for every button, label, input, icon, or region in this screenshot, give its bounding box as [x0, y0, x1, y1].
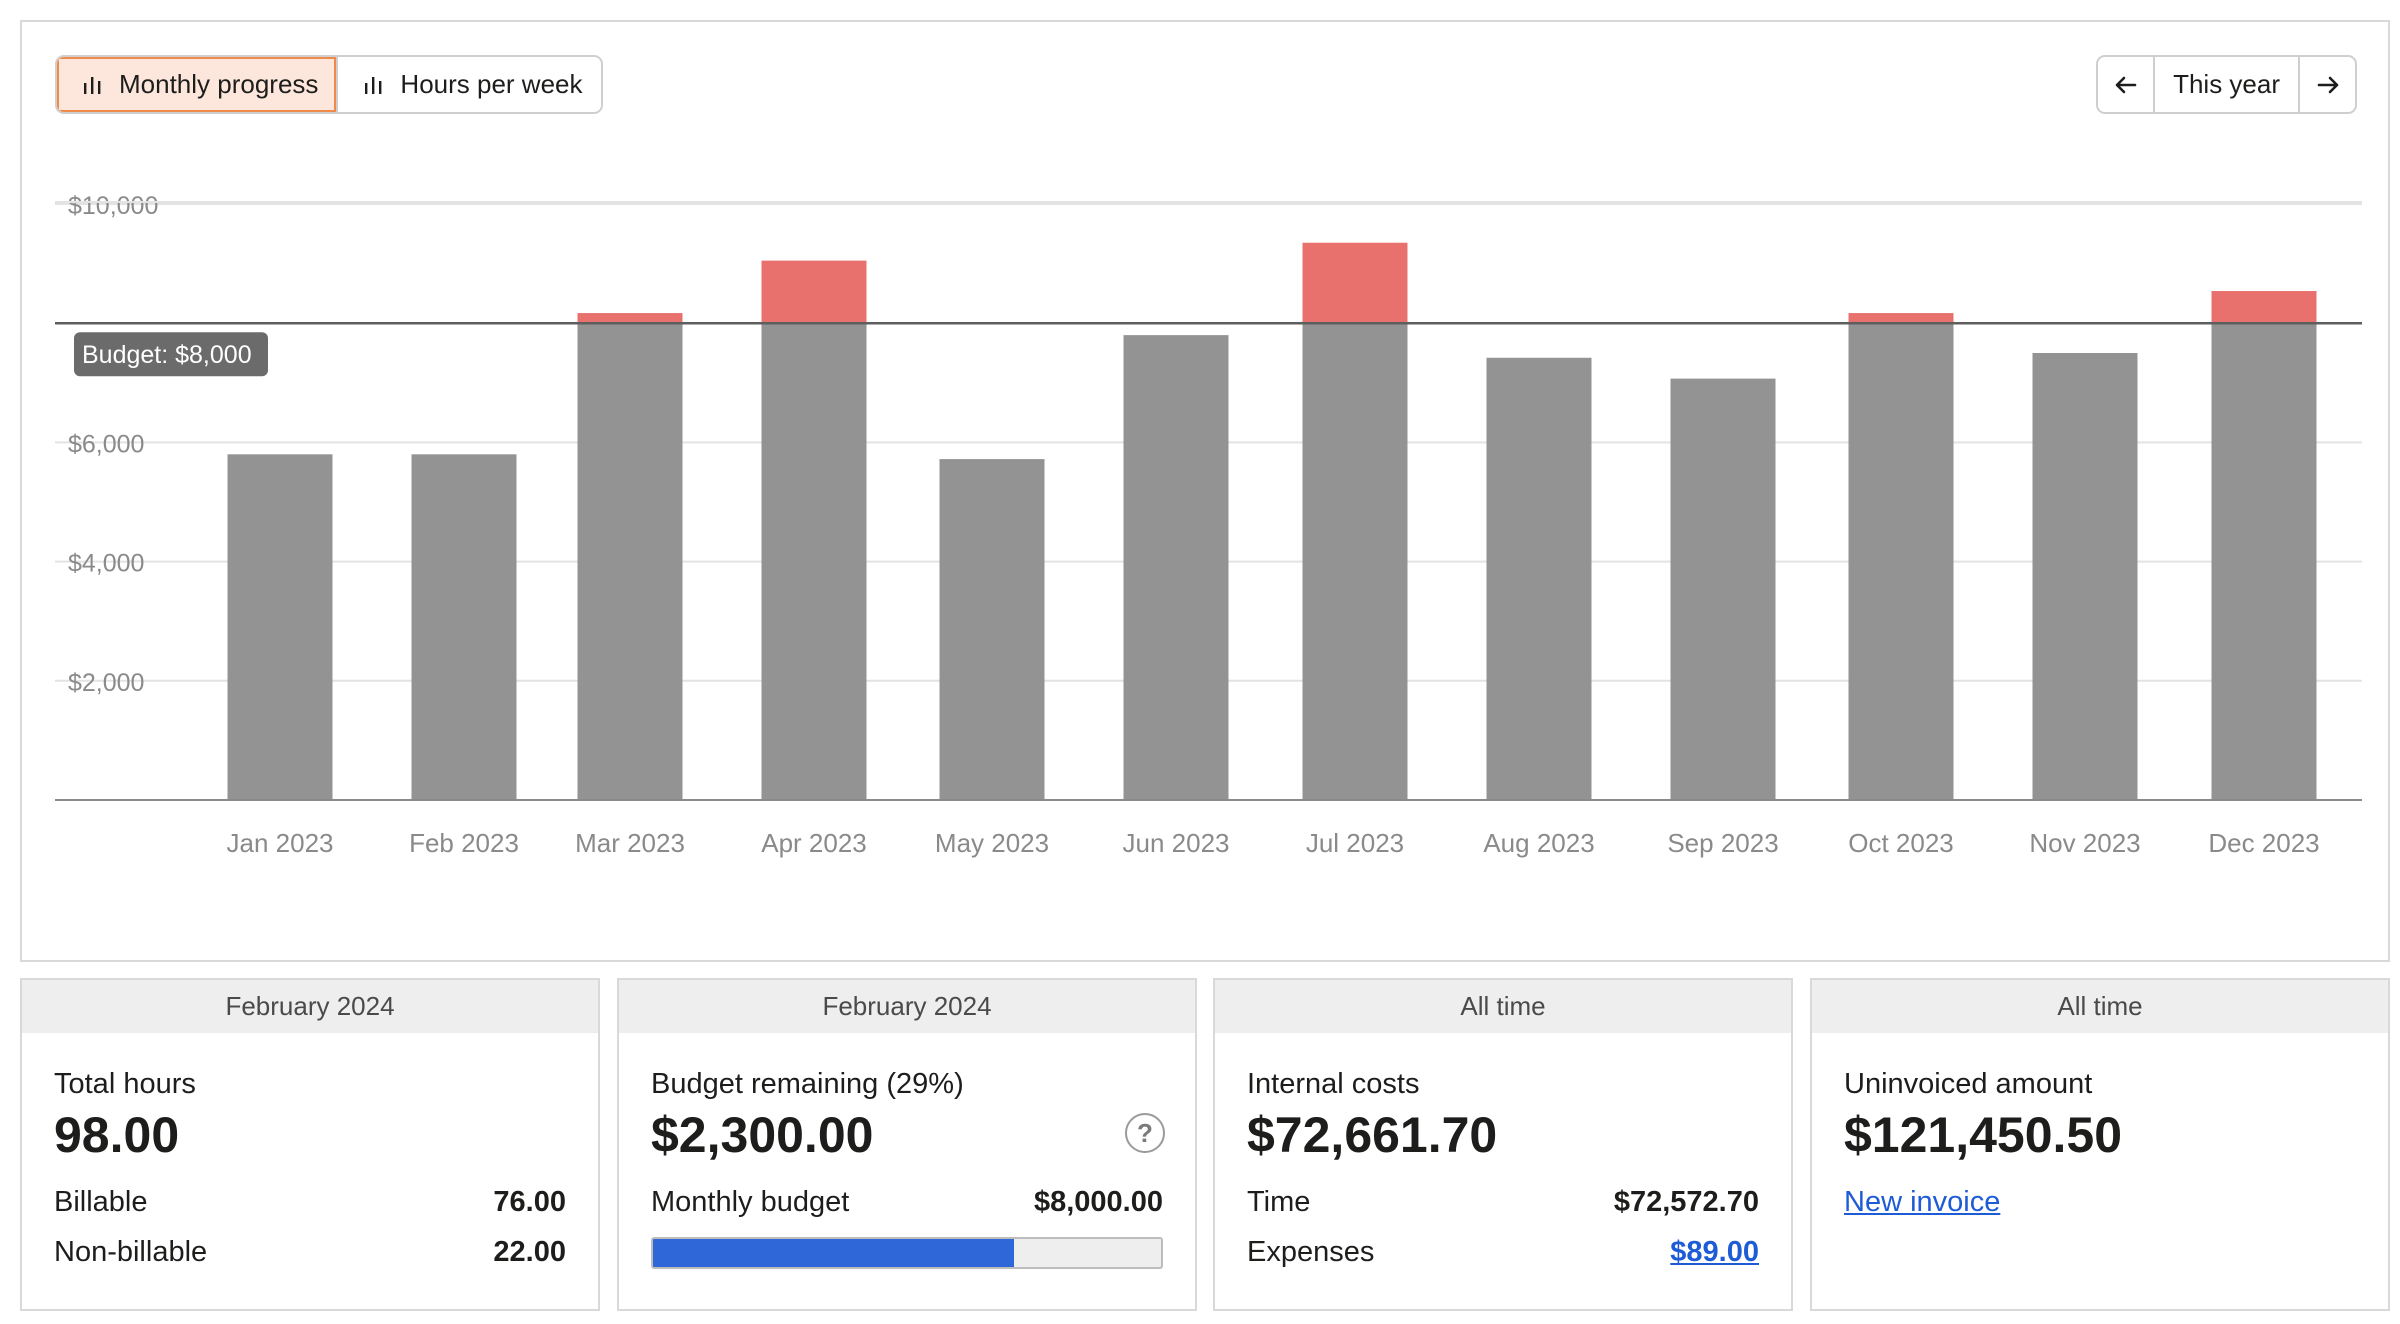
bar-mar-2023: [577, 323, 683, 800]
x-tick-label: Aug 2023: [1483, 828, 1594, 858]
period-selector[interactable]: This year: [2153, 57, 2300, 112]
uninvoiced-amount-label: Uninvoiced amount: [1844, 1068, 2093, 1100]
over-budget-bar-apr-2023: [761, 260, 867, 324]
over-budget-bar-dec-2023: [2211, 291, 2317, 324]
hours-per-week-button[interactable]: Hours per week: [336, 57, 600, 112]
bar-jul-2023: [1302, 323, 1408, 800]
help-icon[interactable]: ?: [1125, 1113, 1165, 1153]
y-tick-label: $4,000: [68, 550, 144, 578]
budget-remaining-card: February 2024 Budget remaining (29%) $2,…: [617, 978, 1197, 1311]
y-tick-label: $2,000: [68, 669, 144, 697]
budget-remaining-value: $2,300.00: [651, 1107, 874, 1163]
bar-aug-2023: [1486, 357, 1592, 800]
card-period: All time: [1215, 980, 1791, 1033]
bar-chart-icon: [365, 76, 382, 94]
total-hours-value: 98.00: [54, 1107, 180, 1163]
time-row: Time $72,572.70: [1247, 1185, 1759, 1219]
internal-costs-value: $72,661.70: [1247, 1107, 1498, 1163]
non-billable-label: Non-billable: [54, 1236, 208, 1268]
monthly-progress-chart: $2,000 $4,000 $6,000 $10,000 Budget: $8,000 J…: [55, 192, 2362, 858]
x-tick-label: Nov 2023: [2029, 828, 2140, 858]
hours-per-week-label: Hours per week: [400, 69, 583, 99]
x-tick-label: Dec 2023: [2208, 828, 2319, 858]
arrow-right-icon: [2317, 76, 2338, 93]
bar-feb-2023: [411, 454, 517, 800]
new-invoice-link[interactable]: New invoice: [1844, 1186, 2001, 1218]
budget-remaining-label: Budget remaining (29%): [651, 1068, 964, 1100]
bar-apr-2023: [761, 323, 867, 800]
previous-period-button[interactable]: [2098, 57, 2153, 112]
monthly-progress-label: Monthly progress: [119, 69, 319, 99]
bar-may-2023: [939, 459, 1045, 800]
internal-costs-card: All time Internal costs $72,661.70 Time …: [1213, 978, 1793, 1311]
bar-dec-2023: [2211, 323, 2317, 800]
period-navigation: This year: [2096, 55, 2357, 114]
x-tick-label: Mar 2023: [575, 828, 685, 858]
budget-label-badge: [74, 332, 268, 377]
over-budget-bar-jul-2023: [1302, 242, 1408, 324]
expenses-row: Expenses $89.00: [1247, 1235, 1759, 1269]
arrow-left-icon: [2115, 76, 2136, 93]
internal-costs-label: Internal costs: [1247, 1068, 1420, 1100]
uninvoiced-amount-card: All time Uninvoiced amount $121,450.50 N…: [1810, 978, 2390, 1311]
next-period-button[interactable]: [2300, 57, 2355, 112]
bar-jan-2023: [227, 454, 333, 800]
expenses-link[interactable]: $89.00: [1670, 1236, 1759, 1268]
card-period: February 2024: [619, 980, 1195, 1033]
bar-chart-icon: [84, 76, 101, 94]
x-tick-label: May 2023: [935, 828, 1049, 858]
over-budget-bar-oct-2023: [1848, 313, 1954, 324]
over-budget-bar-mar-2023: [577, 313, 683, 324]
monthly-budget-label: Monthly budget: [651, 1186, 850, 1218]
chart-panel: $2,000 $4,000 $6,000 $10,000 Budget: $8,000 J…: [20, 20, 2390, 962]
x-tick-label: Jul 2023: [1306, 828, 1404, 858]
time-label: Time: [1247, 1186, 1311, 1218]
monthly-budget-value: $8,000.00: [1033, 1186, 1163, 1218]
x-tick-label: Sep 2023: [1667, 828, 1778, 858]
x-tick-label: Jan 2023: [227, 828, 334, 858]
y-tick-label: $10,000: [68, 192, 158, 220]
summary-cards: February 2024 Total hours 98.00 Billable…: [20, 978, 2390, 1311]
bar-nov-2023: [2032, 353, 2138, 800]
billable-value: 76.00: [493, 1186, 566, 1218]
view-toggle: Monthly progress Hours per week: [55, 55, 603, 114]
x-tick-label: Oct 2023: [1848, 828, 1954, 858]
new-invoice-row: New invoice: [1844, 1185, 2356, 1219]
expenses-label: Expenses: [1247, 1236, 1375, 1268]
non-billable-value: 22.00: [493, 1236, 566, 1268]
monthly-progress-button[interactable]: Monthly progress: [57, 57, 337, 112]
billable-row: Billable 76.00: [54, 1185, 566, 1219]
non-billable-row: Non-billable 22.00: [54, 1235, 566, 1269]
x-tick-label: Jun 2023: [1123, 828, 1230, 858]
monthly-budget-row: Monthly budget $8,000.00: [651, 1185, 1163, 1219]
billable-label: Billable: [54, 1186, 148, 1218]
card-period: February 2024: [22, 980, 598, 1033]
x-tick-label: Apr 2023: [761, 828, 867, 858]
total-hours-card: February 2024 Total hours 98.00 Billable…: [20, 978, 600, 1311]
time-value: $72,572.70: [1613, 1186, 1759, 1218]
bar-jun-2023: [1123, 335, 1229, 800]
budget-label: Budget: $8,000: [82, 341, 252, 369]
x-tick-label: Feb 2023: [409, 828, 519, 858]
bar-sep-2023: [1670, 378, 1776, 800]
bar-oct-2023: [1848, 323, 1954, 800]
card-period: All time: [1812, 980, 2388, 1033]
total-hours-label: Total hours: [54, 1068, 196, 1100]
uninvoiced-amount-value: $121,450.50: [1844, 1107, 2123, 1163]
budget-progress-bar: [651, 1237, 1163, 1269]
budget-progress-fill: [653, 1239, 1014, 1267]
y-tick-label: $6,000: [68, 430, 144, 458]
